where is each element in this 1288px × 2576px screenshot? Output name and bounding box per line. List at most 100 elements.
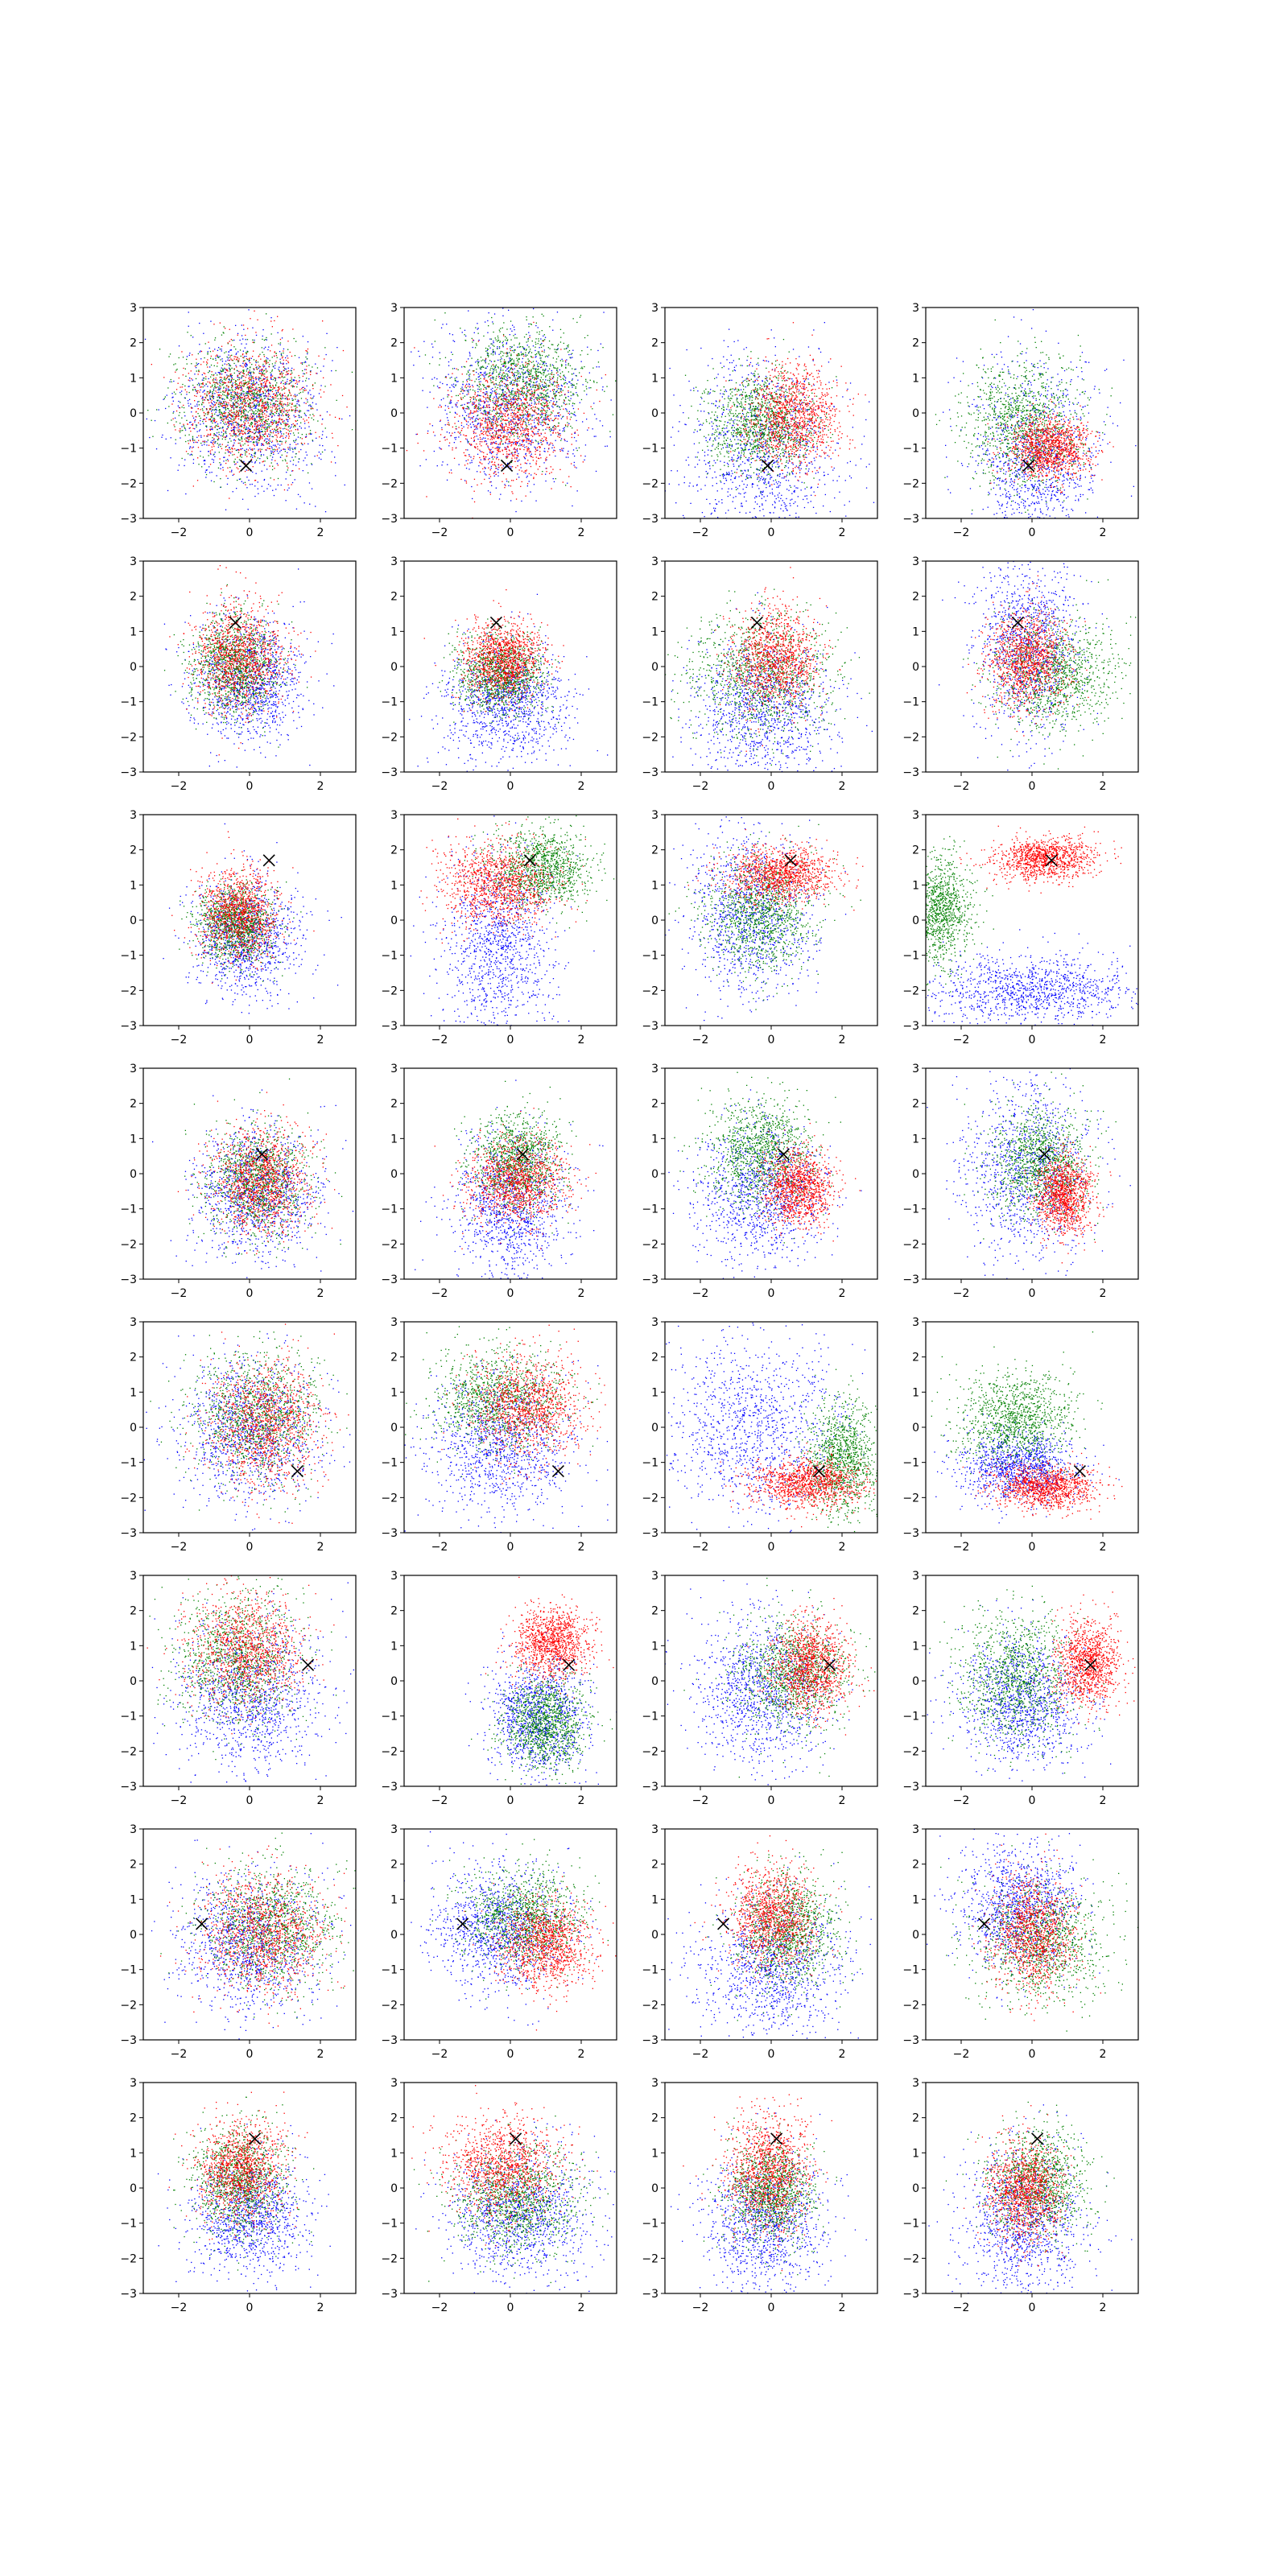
scatter-point — [223, 390, 224, 391]
scatter-point — [317, 455, 318, 456]
scatter-point — [294, 379, 295, 380]
scatter-point — [179, 345, 180, 346]
scatter-point — [522, 379, 523, 380]
scatter-point — [477, 363, 478, 364]
scatter-point — [543, 451, 544, 452]
scatter-point — [277, 394, 278, 395]
scatter-point — [440, 448, 441, 449]
scatter-point — [567, 422, 568, 423]
scatter-point — [489, 339, 490, 340]
scatter-point — [191, 370, 192, 371]
scatter-point — [181, 351, 182, 352]
scatter-point — [285, 384, 286, 385]
scatter-point — [250, 441, 251, 442]
scatter-point — [493, 377, 494, 378]
scatter-point — [199, 323, 200, 324]
scatter-point — [493, 417, 494, 418]
scatter-point — [225, 388, 226, 389]
scatter-point — [509, 432, 510, 433]
scatter-point — [304, 443, 305, 444]
scatter-point — [514, 334, 515, 335]
scatter-point — [518, 445, 519, 446]
scatter-point — [257, 395, 258, 396]
scatter-point — [570, 391, 571, 392]
scatter-point — [215, 382, 216, 383]
scatter-point — [272, 490, 273, 491]
scatter-point — [223, 430, 224, 431]
scatter-point — [286, 372, 287, 373]
scatter-point — [240, 478, 241, 479]
scatter-point — [245, 400, 246, 401]
scatter-point — [206, 474, 207, 475]
scatter-point — [442, 383, 443, 384]
scatter-point — [305, 380, 306, 381]
scatter-point — [214, 340, 215, 341]
scatter-point — [570, 426, 571, 427]
scatter-point — [273, 454, 274, 455]
scatter-point — [235, 394, 236, 395]
scatter-point — [189, 399, 190, 400]
scatter-point — [272, 424, 273, 425]
scatter-point — [279, 441, 280, 442]
scatter-point — [297, 384, 298, 385]
scatter-point — [264, 460, 265, 461]
scatter-point — [275, 409, 276, 410]
scatter-point — [538, 353, 539, 354]
scatter-point — [528, 332, 529, 333]
scatter-point — [259, 381, 260, 382]
scatter-point — [199, 344, 200, 345]
scatter-point — [452, 354, 453, 355]
scatter-point — [302, 364, 303, 365]
scatter-point — [564, 440, 565, 441]
scatter-point — [489, 427, 490, 428]
scatter-point — [560, 373, 561, 374]
scatter-point — [252, 356, 253, 357]
scatter-point — [213, 481, 214, 482]
scatter-point — [232, 378, 233, 379]
scatter-point — [566, 409, 567, 410]
scatter-point — [251, 436, 252, 437]
scatter-point — [477, 389, 478, 390]
scatter-point — [326, 354, 327, 355]
scatter-point — [304, 502, 305, 503]
scatter-point — [165, 396, 166, 397]
scatter-point — [289, 392, 290, 393]
scatter-point — [259, 410, 260, 411]
scatter-point — [217, 426, 218, 427]
scatter-point — [209, 395, 210, 396]
scatter-point — [292, 386, 293, 387]
scatter-point — [220, 377, 221, 378]
scatter-point — [243, 407, 244, 408]
scatter-point — [267, 377, 268, 378]
scatter-point — [469, 353, 470, 354]
scatter-point — [255, 383, 256, 384]
scatter-point — [485, 360, 486, 361]
scatter-point — [254, 397, 255, 398]
scatter-point — [469, 384, 470, 385]
scatter-point — [220, 403, 221, 404]
scatter-point — [581, 367, 582, 368]
scatter-point — [250, 438, 251, 439]
scatter-point — [254, 462, 255, 463]
scatter-point — [295, 421, 296, 422]
scatter-point — [252, 439, 253, 440]
scatter-point — [262, 402, 263, 403]
scatter-point — [265, 433, 266, 434]
scatter-point — [192, 423, 193, 424]
scatter-point — [288, 370, 289, 371]
scatter-point — [587, 335, 588, 336]
scatter-point — [271, 411, 272, 412]
scatter-point — [222, 421, 223, 422]
scatter-point — [284, 489, 285, 490]
scatter-point — [238, 404, 239, 405]
scatter-point — [249, 453, 250, 454]
scatter-point — [198, 363, 199, 364]
scatter-point — [210, 451, 211, 452]
scatter-point — [230, 423, 231, 424]
scatter-point — [211, 406, 212, 407]
scatter-point — [474, 332, 475, 333]
scatter-point — [240, 433, 241, 434]
scatter-point — [477, 424, 478, 425]
scatter-point — [460, 435, 461, 436]
scatter-point — [193, 459, 194, 460]
